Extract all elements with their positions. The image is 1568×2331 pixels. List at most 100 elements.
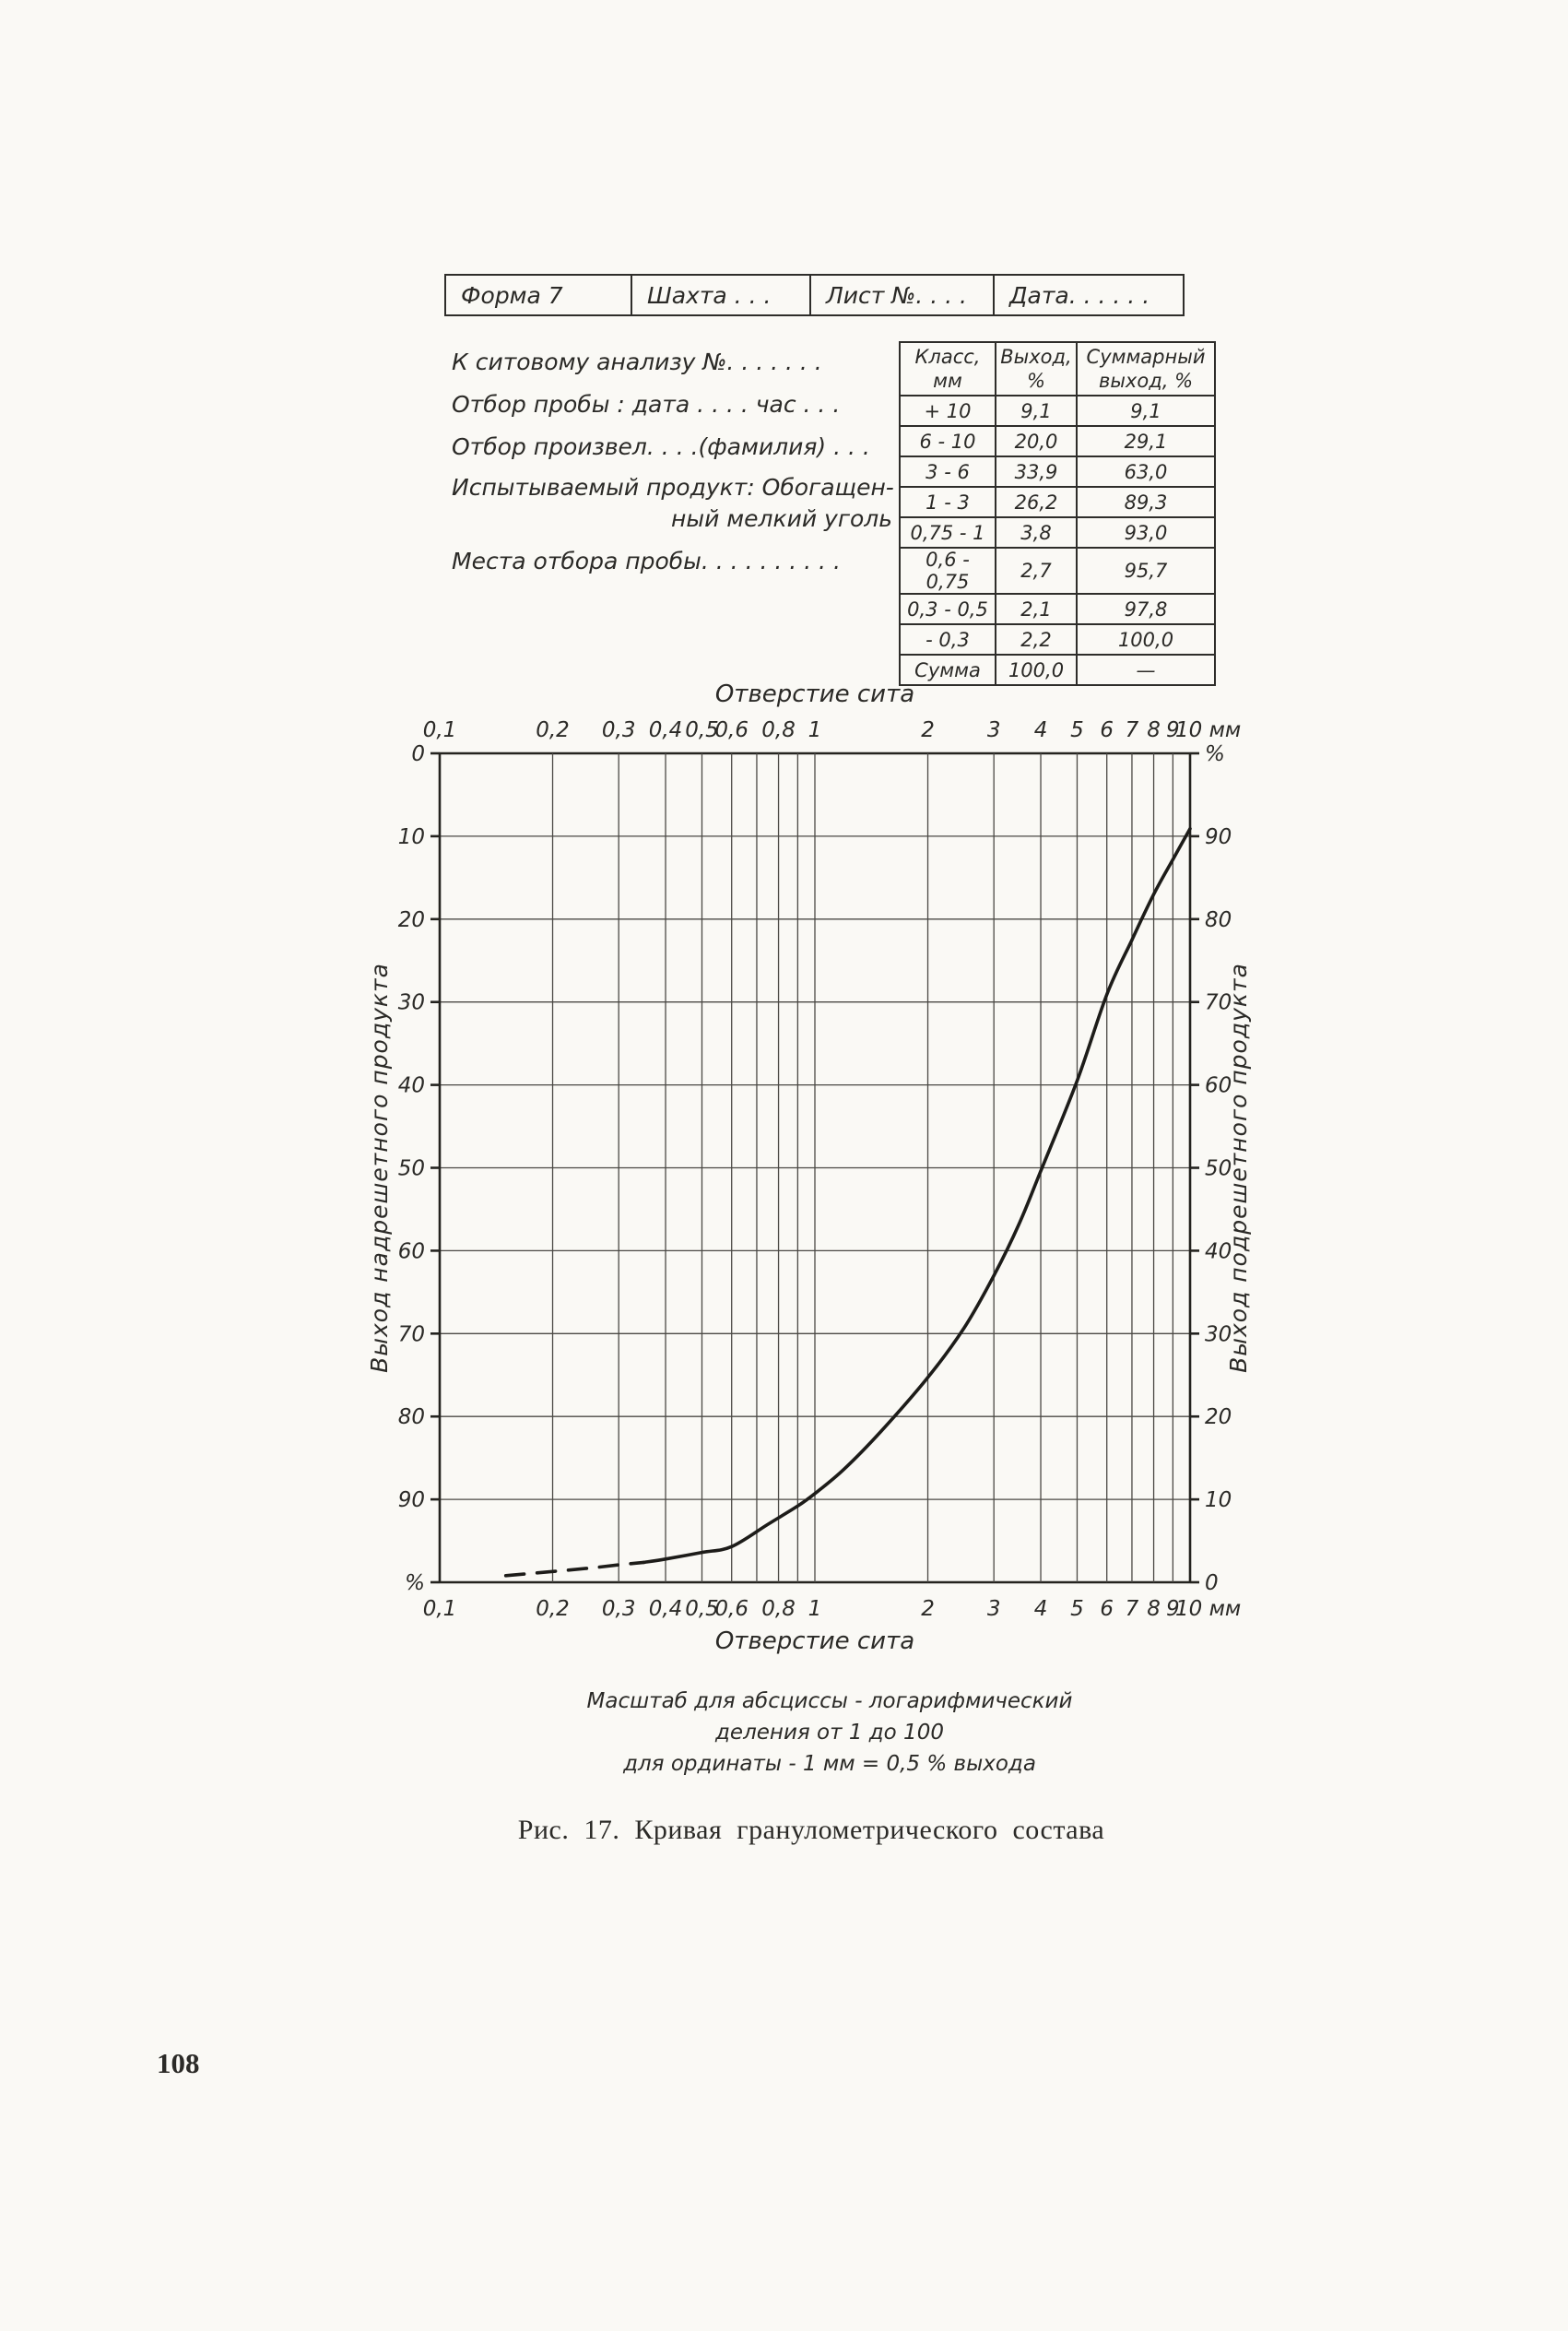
svg-text:40: 40 [398,1074,425,1098]
col-header-yield: Выход, % [995,341,1078,396]
svg-text:0,8: 0,8 [761,1597,796,1621]
table-cell: 29,1 [1076,425,1216,457]
svg-text:6: 6 [1100,1597,1114,1621]
info-line-sieve-analysis: К ситовому анализу №. . . . . . . [452,349,822,375]
svg-text:7: 7 [1126,718,1139,742]
svg-text:0,6: 0,6 [714,1597,749,1621]
svg-text:0,5: 0,5 [685,1597,719,1621]
svg-text:1: 1 [808,1597,822,1621]
sheet-number-cell: Лист №. . . . [809,274,995,316]
table-cell: 93,0 [1076,516,1216,549]
table-cell: 9,1 [995,395,1078,427]
col-header-cumulative-yield: Суммарный выход, % [1076,341,1216,396]
svg-text:9: 9 [1166,718,1180,742]
table-cell: 2,1 [995,593,1078,625]
svg-text:%: % [1205,742,1225,766]
table-cell: 20,0 [995,425,1078,457]
svg-text:70: 70 [1205,991,1232,1015]
table-cell: Сумма [899,654,996,686]
svg-text:10: 10 [1205,1488,1232,1512]
page-number: 108 [157,2047,200,2079]
svg-text:0,1: 0,1 [423,1597,457,1621]
info-line-product: Испытываемый продукт: Обогащен- [452,474,894,501]
svg-text:0,2: 0,2 [536,1597,570,1621]
svg-text:10 мм: 10 мм [1175,1597,1241,1621]
svg-text:7: 7 [1126,1597,1139,1621]
table-cell: 2,2 [995,623,1078,656]
table-row: 6 - 10 20,0 29,1 [899,425,1216,457]
svg-text:0: 0 [1205,1571,1219,1595]
svg-text:0,5: 0,5 [685,718,719,742]
svg-text:Отверстие сита: Отверстие сита [715,680,914,708]
table-cell: 95,7 [1076,547,1216,595]
svg-text:3: 3 [987,718,1001,742]
granulometric-chart: 0,1 0,1 0,2 0,2 0,3 0,3 0,4 0,4 0,5 0,5 0,6 0,6 0,8 0… [366,678,1309,1660]
table-cell: 89,3 [1076,486,1216,518]
table-cell: - 0,3 [899,623,996,656]
svg-text:0,3: 0,3 [602,1597,636,1621]
info-line-sampled-by: Отбор произвел. . . .(фамилия) . . . [452,433,870,460]
svg-text:70: 70 [398,1322,425,1346]
table-cell: 6 - 10 [899,425,996,457]
svg-text:0: 0 [411,742,425,766]
table-row: 0,6 - 0,75 2,7 95,7 [899,547,1216,595]
info-line-product-continuation: ный мелкий уголь [671,505,892,532]
svg-text:20: 20 [398,908,425,932]
table-cell: 1 - 3 [899,486,996,518]
scale-note-line: деления от 1 до 100 [715,1721,944,1745]
table-cell: 3,8 [995,516,1078,549]
table-cell: 26,2 [995,486,1078,518]
svg-text:30: 30 [398,991,425,1015]
table-row-sum: Сумма 100,0 — [899,654,1216,686]
svg-text:0,2: 0,2 [536,718,570,742]
svg-text:0,8: 0,8 [761,718,796,742]
table-header-row: Класс, мм Выход, % Суммарный выход, % [899,341,1216,396]
svg-text:5: 5 [1070,1597,1084,1621]
svg-text:90: 90 [398,1488,425,1512]
table-row: 1 - 3 26,2 89,3 [899,486,1216,518]
table-cell: 100,0 [1076,623,1216,656]
mine-cell: Шахта . . . [631,274,811,316]
svg-text:5: 5 [1070,718,1084,742]
svg-text:0,3: 0,3 [602,718,636,742]
table-cell: 0,75 - 1 [899,516,996,549]
table-cell: 0,6 - 0,75 [899,547,996,595]
form-header: Форма 7 Шахта . . . Лист №. . . . Дата. … [444,274,1185,316]
table-cell: — [1076,654,1216,686]
svg-text:10: 10 [398,825,425,849]
svg-text:1: 1 [808,718,822,742]
svg-text:0,4: 0,4 [649,1597,683,1621]
scale-notes: Масштаб для абсциссы - логарифмический д… [479,1686,1180,1780]
svg-text:0,6: 0,6 [714,718,749,742]
svg-text:2: 2 [921,1597,935,1621]
form-number-cell: Форма 7 [444,274,632,316]
svg-text:20: 20 [1205,1405,1232,1429]
svg-text:6: 6 [1100,718,1114,742]
scale-note-line: для ординаты - 1 мм = 0,5 % выхода [623,1752,1036,1776]
table-cell: 3 - 6 [899,456,996,488]
svg-text:60: 60 [398,1239,425,1263]
svg-text:Выход подрешетного продукта: Выход подрешетного продукта [1225,963,1252,1373]
table-cell: + 10 [899,395,996,427]
svg-text:Выход надрешетного продукта: Выход надрешетного продукта [369,963,393,1373]
table-cell: 0,3 - 0,5 [899,593,996,625]
svg-text:2: 2 [921,718,935,742]
col-header-class-mm: Класс, мм [899,341,996,396]
table-row: 3 - 6 33,9 63,0 [899,456,1216,488]
date-cell: Дата. . . . . . [993,274,1185,316]
svg-text:10 мм: 10 мм [1175,718,1241,742]
svg-text:%: % [405,1571,425,1595]
granulometric-chart-svg: 0,10,10,20,20,30,30,40,40,50,50,60,60,80… [366,680,1252,1655]
svg-text:0,4: 0,4 [649,718,683,742]
svg-text:Отверстие сита: Отверстие сита [715,1627,914,1655]
table-cell: 63,0 [1076,456,1216,488]
svg-text:9: 9 [1166,1597,1180,1621]
svg-text:80: 80 [398,1405,425,1429]
svg-text:0,1: 0,1 [423,718,457,742]
svg-text:80: 80 [1205,908,1232,932]
info-line-sampling: Отбор пробы : дата . . . . час . . . [452,391,841,418]
table-row: - 0,3 2,2 100,0 [899,623,1216,656]
table-cell: 9,1 [1076,395,1216,427]
table-cell: 2,7 [995,547,1078,595]
